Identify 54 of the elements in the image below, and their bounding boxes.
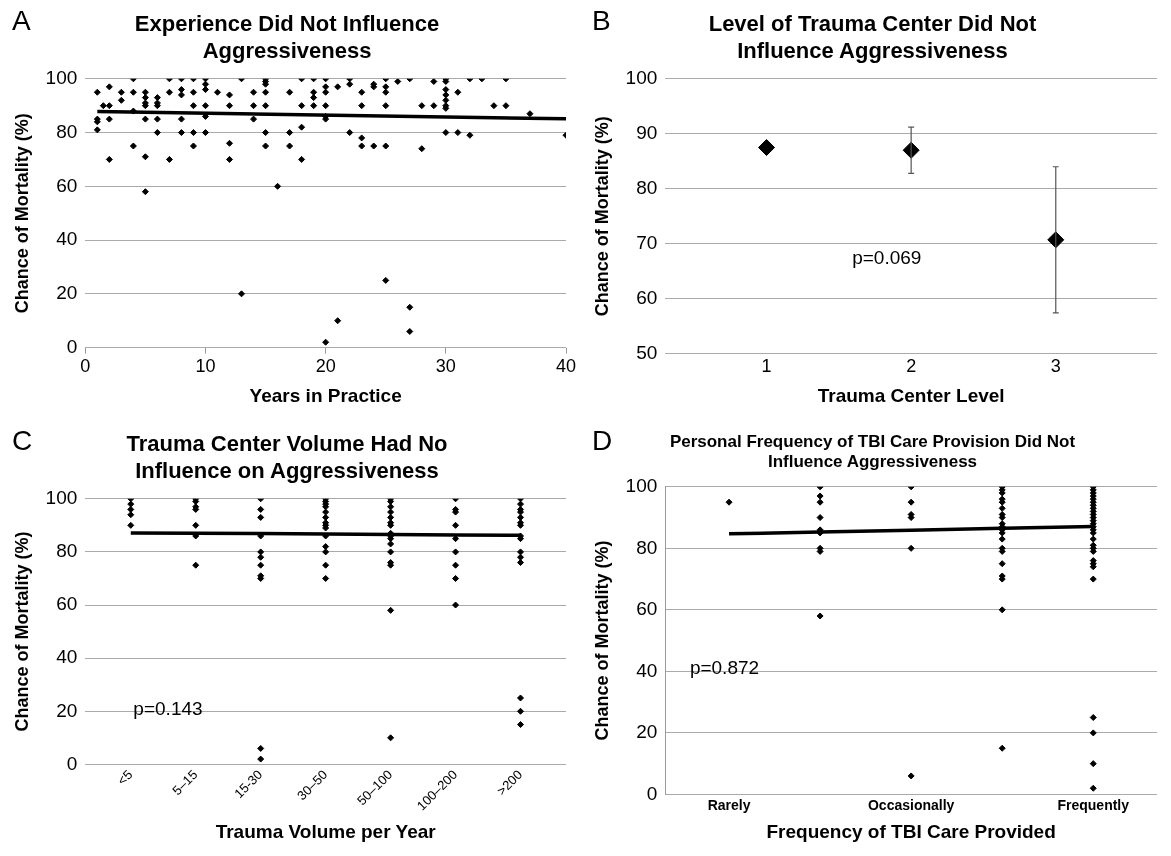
y-tick-label: 20	[636, 721, 658, 743]
y-tick-label: 20	[56, 699, 78, 721]
annotation: p=0.143	[133, 698, 203, 720]
x-tick-label: 1	[761, 356, 772, 377]
x-axis-title: Trauma Volume per Year	[215, 820, 437, 842]
text: D	[592, 424, 613, 456]
text: A	[12, 4, 31, 36]
x-tick-label: 2	[906, 356, 917, 377]
text: C	[12, 424, 33, 456]
y-tick-label: 50	[636, 341, 658, 363]
x-tick-label: 20	[315, 356, 336, 377]
y-axis-title: Chance of Mortality (%)	[591, 540, 612, 741]
y-tick-label: 90	[636, 121, 658, 143]
x-tick-label: <5	[114, 766, 136, 789]
chart-title: Personal Frequency of TBI Care Provision Did Not Influence Aggressiveness	[669, 431, 1076, 472]
chart-title: Level of Trauma Center Did Not Influence Aggressiveness	[708, 11, 1037, 63]
x-tick-label: 3	[1050, 356, 1061, 377]
y-tick-label: 40	[636, 659, 658, 681]
y-tick-label: 40	[56, 228, 78, 250]
x-axis-title: Trauma Center Level	[817, 384, 1005, 406]
y-axis-title: Chance of Mortality (%)	[11, 113, 32, 314]
x-tick-label: 0	[80, 356, 91, 377]
y-tick-label: 0	[66, 752, 78, 774]
y-tick-label: 100	[625, 475, 658, 497]
y-axis-title: Chance of Mortality (%)	[11, 531, 32, 732]
y-tick-label: 100	[625, 67, 658, 89]
y-tick-label: 0	[66, 335, 78, 357]
x-axis-title: Frequency of TBI Care Provided	[766, 820, 1056, 842]
x-tick-label: Frequently	[1057, 796, 1130, 813]
y-tick-label: 40	[56, 646, 78, 668]
y-tick-label: 80	[636, 536, 658, 558]
y-tick-label: 60	[636, 598, 658, 620]
y-tick-label: 70	[636, 231, 658, 253]
y-axis-title: Chance of Mortality (%)	[591, 116, 612, 317]
x-axis-title: Years in Practice	[249, 384, 402, 406]
y-tick-label: 60	[56, 174, 78, 196]
annotation: p=0.069	[852, 246, 922, 268]
x-tick-label: 10	[195, 356, 216, 377]
y-tick-label: 80	[636, 176, 658, 198]
x-tick-label: Occasionally	[867, 796, 955, 813]
x-tick-label: 40	[555, 356, 577, 377]
chart-title: Experience Did Not Influence Aggressiveness	[134, 11, 440, 63]
text: B	[592, 4, 611, 36]
x-tick-label: 30	[435, 356, 456, 377]
x-tick-label: Rarely	[707, 796, 751, 813]
y-tick-label: 80	[56, 120, 78, 142]
y-tick-label: 60	[636, 286, 658, 308]
y-tick-label: 80	[56, 540, 78, 562]
annotation: p=0.872	[689, 656, 760, 678]
y-tick-label: 60	[56, 593, 78, 615]
y-tick-label: 20	[56, 282, 78, 304]
y-tick-label: 100	[45, 487, 78, 509]
y-tick-label: 100	[45, 67, 78, 89]
chart-title: Trauma Center Volume Had No Influence on Aggressiveness	[126, 431, 448, 483]
